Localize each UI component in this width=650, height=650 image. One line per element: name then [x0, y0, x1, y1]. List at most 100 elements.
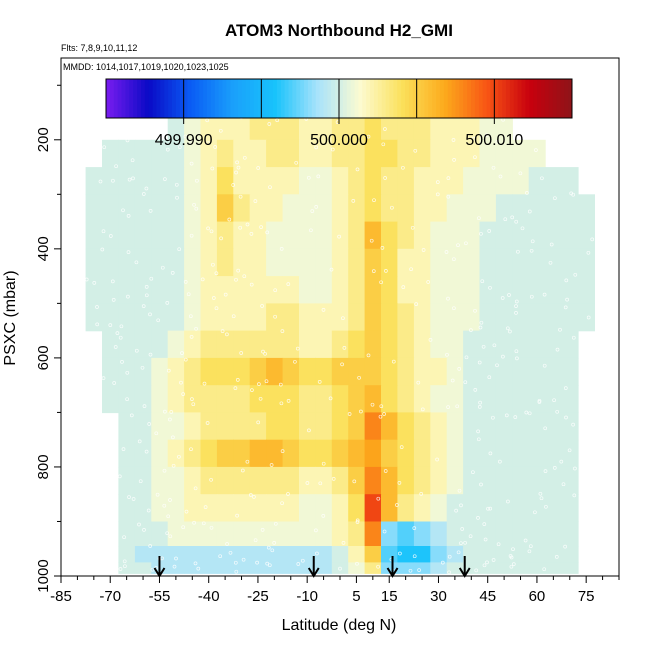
heatmap-cell	[282, 330, 300, 359]
sample-point	[444, 250, 449, 254]
sample-point	[419, 492, 424, 496]
heatmap-cell	[266, 439, 284, 468]
sample-point	[146, 508, 151, 513]
sample-point	[410, 225, 415, 230]
colorbar-swatch	[133, 79, 138, 118]
sample-point	[317, 380, 322, 384]
heatmap-cell	[545, 248, 563, 277]
sample-point	[520, 226, 525, 231]
colorbar-swatch	[432, 79, 437, 118]
heatmap-cell	[315, 194, 333, 223]
heatmap-cell	[430, 194, 448, 223]
heatmap-cell	[495, 546, 513, 563]
sample-point	[435, 457, 439, 462]
heatmap-cell	[578, 276, 595, 304]
heatmap-cell	[167, 221, 185, 250]
sample-point	[395, 503, 399, 507]
heatmap-cell	[446, 562, 464, 574]
sample-point	[542, 363, 547, 368]
heatmap-cell	[512, 357, 530, 386]
heatmap-cell	[184, 385, 202, 414]
colorbar-swatch	[319, 79, 324, 118]
sample-point	[160, 556, 164, 561]
sample-point	[314, 205, 319, 209]
sample-point	[181, 525, 186, 530]
heatmap-cell	[233, 303, 251, 332]
sample-point	[275, 118, 280, 123]
sample-point	[131, 176, 135, 181]
heatmap-cell	[561, 494, 579, 523]
heatmap-cell	[102, 357, 119, 386]
heatmap-cell	[446, 221, 464, 250]
colorbar-swatch	[327, 79, 332, 118]
sample-point	[527, 411, 532, 416]
sample-point	[280, 329, 285, 333]
heatmap-cell	[463, 167, 481, 195]
sample-point	[256, 166, 261, 170]
heatmap-cell	[216, 221, 234, 250]
heatmap-cell	[299, 167, 316, 195]
sample-point	[95, 322, 100, 327]
heatmap-cell	[495, 248, 513, 277]
sample-point	[200, 277, 205, 282]
heatmap-cell	[331, 494, 349, 523]
heatmap-cell	[545, 412, 563, 441]
sample-point	[401, 165, 405, 170]
colorbar-swatch	[269, 79, 274, 118]
heatmap-cell	[495, 562, 513, 574]
sample-point	[457, 488, 462, 493]
heatmap-cell	[430, 330, 448, 359]
sample-point	[238, 225, 243, 230]
heatmap-cell	[364, 167, 382, 195]
colorbar-tick-label: 500.010	[465, 132, 523, 149]
heatmap-cell	[479, 521, 497, 547]
heatmap-cell	[331, 546, 349, 563]
sample-point	[141, 192, 146, 196]
sample-point	[539, 496, 544, 501]
heatmap-cell	[545, 167, 563, 195]
heatmap-cell	[233, 357, 251, 386]
heatmap-cell	[151, 194, 169, 223]
colorbar-swatch	[513, 79, 519, 118]
heatmap-cell	[512, 562, 530, 574]
heatmap-cell	[216, 385, 234, 414]
sample-point	[563, 544, 567, 549]
y-axis: 200 400 600 800 1000	[35, 58, 62, 593]
sample-point	[307, 428, 311, 433]
colorbar-swatch	[253, 79, 258, 118]
sample-point	[144, 449, 149, 454]
heatmap-cell	[118, 385, 136, 414]
sample-point	[294, 160, 299, 165]
sample-point	[488, 285, 492, 290]
sample-point	[265, 561, 270, 566]
heatmap-cell	[249, 562, 267, 574]
sample-point	[573, 272, 578, 277]
sample-point	[501, 354, 505, 359]
sample-point	[264, 379, 269, 384]
sample-point	[495, 139, 500, 144]
heatmap-cell	[134, 194, 152, 223]
sample-point	[134, 348, 139, 353]
heatmap-cell	[397, 439, 415, 468]
colorbar-swatch	[428, 79, 433, 118]
heatmap-cell	[184, 221, 202, 250]
heatmap-cell	[479, 357, 497, 386]
sample-point	[126, 250, 131, 254]
heatmap-cell	[512, 221, 530, 250]
heatmap-cell	[446, 412, 464, 441]
y-axis-label: PSXC (mbar)	[2, 270, 19, 365]
heatmap-cell	[102, 385, 119, 414]
heatmap-cell	[495, 521, 513, 547]
sample-point	[366, 134, 371, 139]
heatmap-cell	[578, 194, 595, 223]
sample-point	[481, 344, 486, 349]
heatmap-cell	[134, 521, 152, 547]
colorbar-swatch	[187, 79, 192, 118]
heatmap-cell	[233, 521, 251, 547]
heatmap-cell	[430, 521, 448, 547]
heatmap-cell	[495, 466, 513, 495]
heatmap-cell	[200, 221, 218, 250]
sample-point	[233, 386, 238, 390]
sample-point	[225, 332, 229, 337]
colorbar-swatch	[358, 79, 363, 118]
